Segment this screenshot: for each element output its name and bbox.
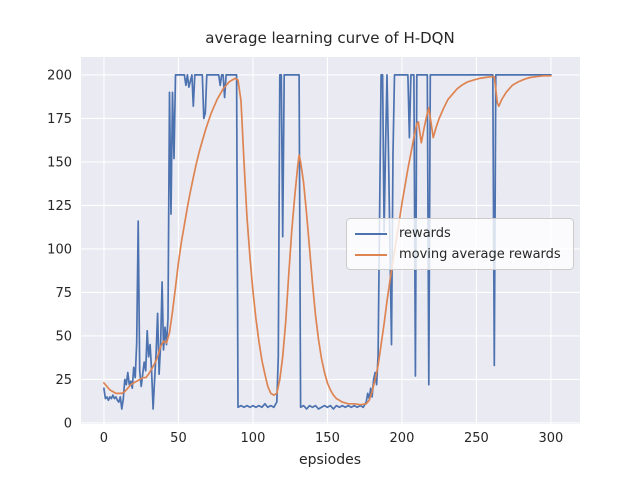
x-tick-label: 150 (315, 431, 340, 446)
legend-label-rewards: rewards (399, 226, 451, 241)
y-axis-tick-labels: 0 25 50 75 100 125 150 175 200 (47, 68, 72, 431)
moving-average-line-swatch (355, 253, 387, 256)
y-tick-label: 50 (55, 329, 72, 344)
legend-item-rewards: rewards (355, 226, 561, 241)
y-tick-label: 175 (47, 112, 72, 127)
y-tick-label: 150 (47, 155, 72, 170)
x-tick-label: 0 (100, 431, 108, 446)
x-tick-label: 300 (539, 431, 564, 446)
x-axis-tick-labels: 0 50 100 150 200 250 300 (100, 431, 564, 446)
x-tick-label: 250 (464, 431, 489, 446)
x-tick-label: 50 (170, 431, 187, 446)
legend: rewards moving average rewards (346, 218, 574, 270)
moving-average-rewards-line (103, 74, 552, 406)
gridlines (81, 57, 580, 424)
legend-label-moving-average-rewards: moving average rewards (399, 247, 561, 262)
x-axis-label: epsiodes (299, 452, 361, 468)
y-tick-label: 200 (47, 68, 72, 83)
y-tick-label: 100 (47, 242, 72, 257)
legend-item-moving-average-rewards: moving average rewards (355, 247, 561, 262)
y-tick-label: 25 (55, 373, 72, 388)
x-tick-label: 100 (241, 431, 266, 446)
chart-title: average learning curve of H-DQN (205, 29, 454, 47)
data-series (103, 74, 552, 410)
x-tick-label: 200 (390, 431, 415, 446)
y-tick-label: 0 (64, 416, 72, 431)
y-tick-label: 75 (55, 286, 72, 301)
rewards-line (103, 74, 552, 410)
rewards-line-swatch (355, 232, 387, 235)
y-tick-label: 125 (47, 199, 72, 214)
